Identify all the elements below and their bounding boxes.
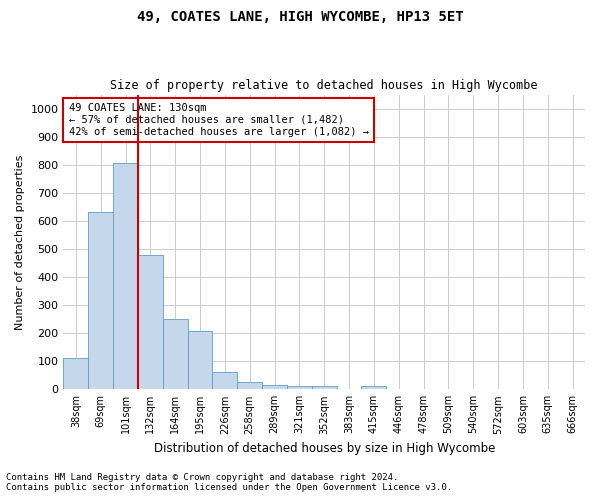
Bar (188, 331, 212, 390)
Bar (88, 212, 113, 390)
Text: 49, COATES LANE, HIGH WYCOMBE, HP13 5ET: 49, COATES LANE, HIGH WYCOMBE, HP13 5ET (137, 10, 463, 24)
X-axis label: Distribution of detached houses by size in High Wycombe: Distribution of detached houses by size … (154, 442, 495, 455)
Bar (237, 382, 262, 390)
Bar (138, 254, 163, 390)
Title: Size of property relative to detached houses in High Wycombe: Size of property relative to detached ho… (110, 79, 538, 92)
Text: 49 COATES LANE: 130sqm
← 57% of detached houses are smaller (1,482)
42% of semi-: 49 COATES LANE: 130sqm ← 57% of detached… (68, 104, 368, 136)
Bar (163, 319, 188, 390)
Y-axis label: Number of detached properties: Number of detached properties (15, 154, 25, 330)
Bar (212, 372, 237, 390)
Bar (287, 386, 312, 390)
Bar (361, 386, 386, 390)
Bar (262, 384, 287, 390)
Bar (312, 386, 337, 390)
Text: Contains HM Land Registry data © Crown copyright and database right 2024.
Contai: Contains HM Land Registry data © Crown c… (6, 473, 452, 492)
Bar (113, 164, 138, 390)
Bar (64, 358, 88, 390)
